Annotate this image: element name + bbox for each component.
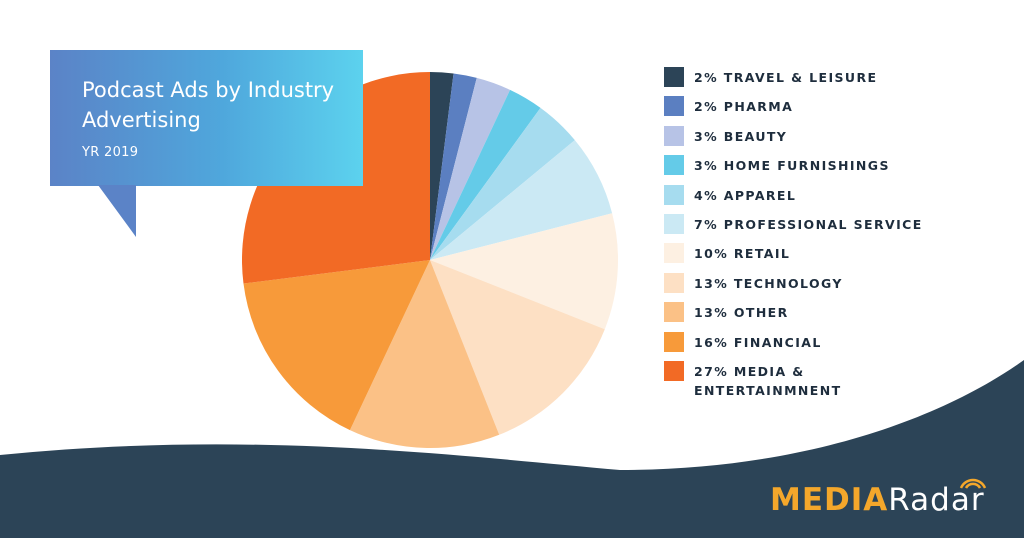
legend-item: 13% TECHNOLOGY: [664, 272, 1004, 302]
legend-label: 13% TECHNOLOGY: [694, 275, 843, 291]
legend-label: 13% OTHER: [694, 305, 789, 321]
legend-label: 27% MEDIA & ENTERTAINMNENT: [694, 363, 842, 398]
pie-slice-3: [430, 89, 541, 260]
pie-slice-8: [349, 260, 500, 449]
pie-slice-1: [430, 73, 477, 260]
brand-name-part2: Radar: [888, 482, 985, 518]
legend: 2% TRAVEL & LEISURE 2% PHARMA 3% BEAUTY 3% …: [664, 67, 1004, 398]
legend-swatch: [664, 243, 684, 264]
legend-swatch: [664, 155, 684, 176]
legend-label: 2% PHARMA: [694, 99, 794, 115]
pie-slice-5: [430, 140, 613, 260]
legend-item: 7% PROFESSIONAL SERVICE: [664, 213, 1004, 243]
legend-item: 16% FINANCIAL: [664, 331, 1004, 361]
legend-label: 3% BEAUTY: [694, 128, 788, 144]
brand-logo: MEDIARadar: [770, 482, 985, 522]
pie-slice-0: [430, 72, 454, 260]
pie-slice-7: [430, 260, 605, 435]
legend-item: 27% MEDIA & ENTERTAINMNENT: [664, 360, 1004, 398]
legend-swatch: [664, 213, 684, 234]
legend-item: 4% APPAREL: [664, 184, 1004, 214]
legend-label: 10% RETAIL: [694, 246, 791, 262]
legend-swatch: [664, 96, 684, 117]
pie-slice-2: [430, 77, 511, 260]
legend-swatch: [664, 360, 684, 381]
legend-item: 3% HOME FURNISHINGS: [664, 155, 1004, 184]
legend-swatch: [664, 331, 684, 352]
legend-label: 7% PROFESSIONAL SERVICE: [694, 216, 923, 232]
title-callout: [50, 50, 363, 186]
legend-swatch: [664, 125, 684, 146]
legend-item: 3% BEAUTY: [664, 125, 1004, 155]
legend-swatch: [664, 67, 684, 87]
legend-label: 2% TRAVEL & LEISURE: [694, 70, 878, 85]
chart-title: Podcast Ads by Industry Advertising: [82, 78, 335, 132]
pie-slice-6: [430, 213, 618, 330]
legend-item: 13% OTHER: [664, 302, 1004, 331]
legend-item: 2% PHARMA: [664, 96, 1004, 125]
legend-swatch: [664, 302, 684, 323]
chart-subtitle: YR 2019: [82, 145, 139, 160]
pie-slice-9: [243, 260, 430, 431]
legend-label: 4% APPAREL: [694, 187, 797, 203]
pie-slice-4: [430, 107, 575, 261]
brand-name-part1: MEDIA: [770, 482, 889, 518]
legend-item: 2% TRAVEL & LEISURE: [664, 67, 1004, 96]
legend-swatch: [664, 184, 684, 205]
background-band: [0, 360, 1024, 538]
legend-label: 3% HOME FURNISHINGS: [694, 158, 890, 174]
legend-label: 16% FINANCIAL: [694, 334, 822, 350]
legend-item: 10% RETAIL: [664, 243, 1004, 272]
radar-signal-icon: [959, 478, 987, 489]
legend-swatch: [664, 272, 684, 293]
